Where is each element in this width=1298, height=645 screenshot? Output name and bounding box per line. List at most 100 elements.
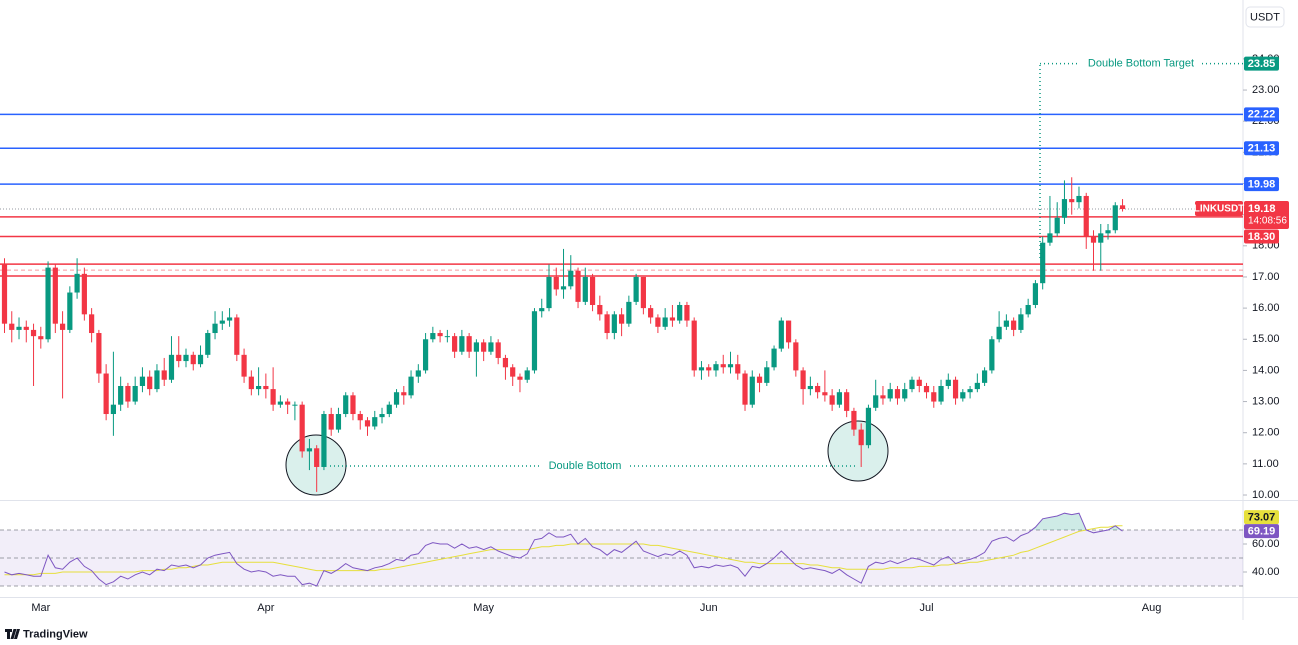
countdown: 14:08:56 (1248, 216, 1287, 227)
candle-body (452, 336, 458, 352)
candle-body (1040, 242, 1046, 284)
candle-body (560, 286, 567, 290)
candle-body (292, 404, 298, 406)
candle-body (669, 317, 676, 321)
candle-body (161, 370, 167, 380)
rsi-tick-label: 60.00 (1252, 538, 1280, 550)
candle-body (851, 410, 857, 430)
candle-body (502, 357, 509, 368)
candle-body (444, 336, 450, 338)
rsi-tick-label: 40.00 (1252, 566, 1280, 578)
candle-body (626, 301, 632, 324)
candle-body (619, 314, 625, 324)
last-price-box (1244, 201, 1289, 230)
candle-body (546, 276, 552, 309)
candle-body (952, 379, 959, 399)
candle-body (880, 395, 886, 399)
candle-body (1047, 233, 1053, 243)
candle-body (190, 354, 196, 365)
candle-body (916, 379, 922, 386)
candle-body (314, 448, 320, 467)
candle-body (59, 323, 66, 330)
candle-body (778, 320, 784, 349)
rsi-ma-label-box (1244, 510, 1279, 525)
candle-body (96, 333, 102, 374)
candle-body (473, 342, 479, 352)
candle-body (372, 417, 378, 427)
candle-body (698, 367, 705, 371)
candle-body (539, 308, 545, 312)
candle-body (938, 385, 944, 402)
candle-body (677, 304, 683, 321)
candle-body (931, 392, 937, 402)
candle-body (902, 389, 908, 399)
candle-body (226, 317, 233, 321)
candle-body (1011, 320, 1017, 330)
axes: 10.00 11.00 12.00 13.00 14.00 15.00 16.00 17.00… (31, 53, 1289, 614)
candle-body (52, 267, 58, 324)
candle-body (23, 326, 29, 330)
level-label-box (1244, 177, 1279, 192)
symbol-box (1195, 201, 1243, 217)
candle-body (110, 404, 116, 415)
brand: TradingView (23, 628, 88, 640)
y-tick-label: 14.00 (1252, 364, 1280, 376)
y-tick-label: 16.00 (1252, 302, 1280, 314)
candle-body (531, 311, 538, 371)
candle-body (1090, 236, 1097, 243)
candle-body (357, 414, 363, 421)
level-label: 22.22 (1248, 109, 1276, 121)
candle-body (1119, 205, 1126, 210)
currency: USDT (1250, 11, 1280, 23)
rsi-pane (0, 512, 1243, 587)
candle-body (815, 385, 821, 393)
price-pane: Double Bottom Double Bottom Target (0, 57, 1243, 496)
candle-body (335, 414, 342, 430)
y-tick-label: 13.00 (1252, 395, 1280, 407)
y-tick-label: 10.00 (1252, 489, 1280, 501)
candle-body (597, 304, 603, 315)
candle-body (648, 308, 654, 318)
candle-body (604, 314, 610, 334)
candle-body (1098, 233, 1104, 243)
candle-body (749, 376, 755, 405)
candle-body (1025, 304, 1031, 315)
candle-body (495, 342, 501, 358)
candle-body (241, 354, 247, 377)
candle-body (234, 317, 240, 355)
candle-body (401, 392, 407, 396)
candle-body (764, 367, 770, 383)
candle-body (205, 333, 211, 355)
candle-body (197, 354, 204, 365)
candle-body (437, 333, 443, 337)
pattern-circle (827, 420, 889, 482)
candle-body (103, 373, 109, 415)
candle-body (45, 267, 51, 340)
candle-body (125, 385, 131, 402)
candle-body (364, 420, 371, 427)
candle-body (829, 395, 835, 405)
candle-body (154, 370, 160, 390)
candle-body (1, 264, 8, 324)
candle-body (742, 373, 748, 405)
rsi-ma-label: 73.07 (1248, 512, 1276, 524)
candle-body (517, 376, 523, 380)
candle-body (393, 392, 400, 405)
candle-body (662, 317, 668, 327)
candle-body (524, 370, 530, 380)
candle-body (415, 370, 421, 377)
candle-body (785, 320, 792, 343)
level-label-box (1244, 107, 1279, 122)
pattern-label: Double Bottom (549, 460, 622, 472)
candle-body (481, 342, 487, 352)
candle-body (967, 389, 973, 393)
currency-box[interactable] (1245, 6, 1285, 28)
candle-body (982, 370, 988, 383)
candle-body (1018, 314, 1024, 330)
candle-body (568, 270, 574, 287)
rsi-label-box (1244, 524, 1279, 539)
candle-body (771, 348, 777, 368)
candle-body (974, 382, 980, 390)
candle-body (1054, 217, 1060, 234)
